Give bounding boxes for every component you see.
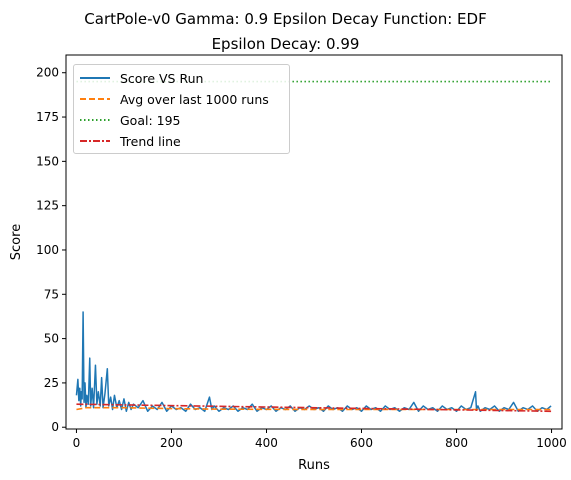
y-tick-label: 125 xyxy=(36,199,59,213)
legend-swatch-avg xyxy=(80,98,110,100)
x-tick-label: 200 xyxy=(160,436,183,450)
y-tick-label: 0 xyxy=(51,420,59,434)
y-tick-label: 100 xyxy=(36,243,59,257)
plot-frame xyxy=(65,54,563,430)
y-tick-label: 25 xyxy=(44,376,59,390)
ticks-layer: 0 200 400 600 800 1000 0 25 50 75 100 125 150 175 200 xyxy=(36,66,567,450)
legend-swatch-goal xyxy=(80,119,110,121)
legend-item-trend: Trend line xyxy=(80,131,181,151)
legend: Score VS Run Avg over last 1000 runs Goa… xyxy=(73,64,290,154)
x-tick-label: 400 xyxy=(255,436,278,450)
y-tick-label: 175 xyxy=(36,110,59,124)
series-line-3 xyxy=(76,403,552,413)
legend-swatch-score xyxy=(80,77,110,79)
legend-swatch-trend xyxy=(80,140,110,142)
legend-item-goal: Goal: 195 xyxy=(80,110,181,130)
legend-item-avg: Avg over last 1000 runs xyxy=(80,89,269,109)
y-axis-label: Score xyxy=(9,224,24,260)
y-tick-label: 50 xyxy=(44,332,59,346)
x-tick-label: 600 xyxy=(350,436,373,450)
chart-subtitle: Epsilon Decay: 0.99 xyxy=(211,35,360,53)
legend-label-score: Score VS Run xyxy=(120,70,204,86)
x-tick-label: 800 xyxy=(445,436,468,450)
x-axis-label: Runs xyxy=(298,458,330,473)
series-line-0 xyxy=(75,311,552,413)
legend-label-trend: Trend line xyxy=(120,133,181,149)
legend-label-avg: Avg over last 1000 runs xyxy=(120,91,269,107)
y-tick-label: 150 xyxy=(36,154,59,168)
legend-label-goal: Goal: 195 xyxy=(120,112,181,128)
series-layer xyxy=(75,80,552,413)
x-tick-label: 1000 xyxy=(536,436,567,450)
y-tick-label: 75 xyxy=(44,287,59,301)
legend-item-score: Score VS Run xyxy=(80,68,203,88)
x-tick-label: 0 xyxy=(73,436,81,450)
y-tick-label: 200 xyxy=(36,66,59,80)
chart-title: CartPole-v0 Gamma: 0.9 Epsilon Decay Fun… xyxy=(84,10,487,28)
